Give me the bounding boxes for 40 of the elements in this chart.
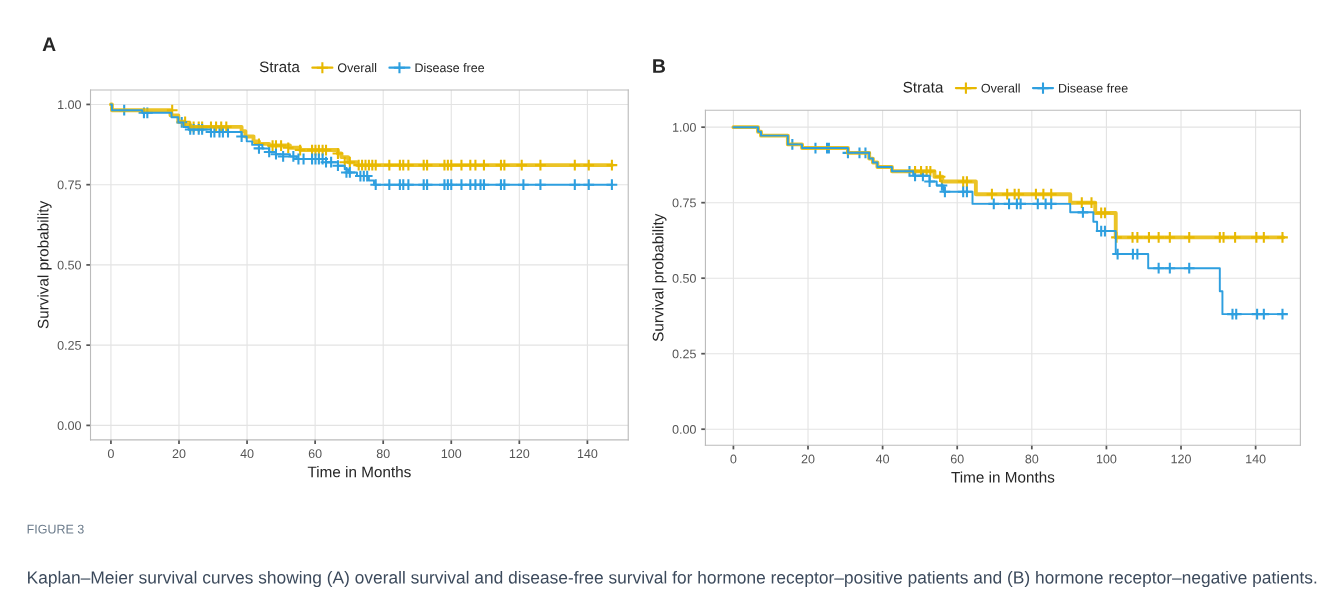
legend-title: Strata	[903, 81, 944, 93]
x-tick-label: 40	[240, 449, 254, 459]
y-tick-label: 1.00	[673, 122, 696, 132]
x-tick-label: 120	[1171, 454, 1191, 464]
y-tick-label: 0.50	[672, 273, 696, 283]
x-tick-label: 40	[875, 454, 890, 464]
y-tick-label: 0.00	[672, 425, 696, 434]
y-tick-label: 0.00	[57, 421, 81, 431]
x-tick-label: 60	[950, 454, 964, 464]
x-tick-label: 100	[1096, 454, 1117, 464]
x-tick-label: 120	[509, 449, 530, 459]
legend-label: Overall	[337, 63, 377, 73]
legend-label: Disease free	[1059, 83, 1128, 93]
x-tick-label: 100	[441, 449, 462, 459]
x-tick-label: 60	[308, 449, 322, 459]
y-axis-title: Survival probability	[652, 213, 667, 342]
x-tick-label: 80	[1025, 454, 1039, 464]
legend-label: Overall	[981, 83, 1020, 93]
x-tick-label: 80	[376, 449, 390, 459]
chart-title: B	[653, 59, 666, 73]
x-tick-label: 140	[577, 449, 598, 459]
x-tick-label: 140	[1246, 454, 1266, 464]
text: Kaplan–Meier survival curves showing (A) overall survival and disease-free survival for hormone receptor–positive patients and (B) hormone receptor–negative patients.	[28, 570, 1317, 588]
x-tick-label: 20	[172, 449, 186, 459]
x-axis-title: Time in Months	[307, 466, 411, 478]
legend-label: Disease free	[415, 63, 485, 73]
x-axis-title: Time in Months	[951, 471, 1055, 483]
y-tick-label: 0.25	[672, 349, 696, 359]
y-axis-title: Survival probability	[37, 200, 52, 329]
y-tick-label: 0.75	[672, 198, 696, 208]
x-tick-label: 0	[730, 454, 737, 464]
x-tick-label: 20	[801, 454, 815, 464]
caption: FIGURE 3	[27, 524, 84, 534]
y-tick-label: 0.25	[57, 340, 81, 350]
legend-title: Strata	[259, 61, 300, 73]
x-tick-label: 0	[107, 449, 114, 459]
chart-title: A	[42, 37, 56, 51]
y-tick-label: 1.00	[58, 100, 81, 110]
y-tick-label: 0.75	[57, 180, 81, 190]
y-tick-label: 0.50	[57, 260, 81, 270]
